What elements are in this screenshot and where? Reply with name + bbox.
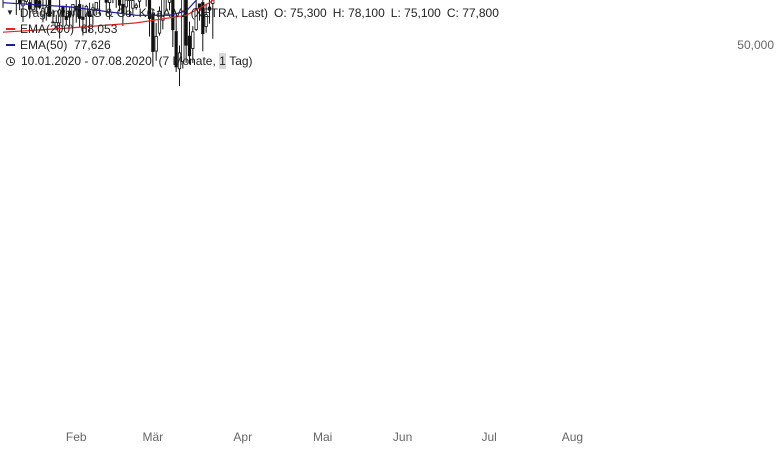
candle-up: [157, 11, 162, 34]
candle-up: [51, 21, 55, 24]
candle-down: [147, 0, 152, 19]
ema200-label: EMA(200): [20, 22, 75, 36]
candle-down: [151, 13, 155, 52]
candle-up: [71, 3, 75, 16]
x-tick-label: Apr: [233, 430, 252, 444]
candle-up: [167, 0, 172, 3]
candle-up: [124, 0, 128, 8]
ema200-value: 68,053: [80, 22, 118, 36]
x-tick-label: Aug: [562, 430, 583, 444]
candle-down: [64, 15, 68, 20]
close-value: 77,800: [462, 6, 499, 20]
x-tick-label: Mär: [143, 430, 164, 444]
chevron-down-icon[interactable]: ▼: [6, 8, 14, 17]
candle-down: [201, 2, 205, 35]
ema50-swatch: [6, 44, 15, 46]
x-tick-label: Mai: [313, 430, 332, 444]
date-range: 10.01.2020 - 07.08.2020: [21, 54, 152, 68]
instrument-title: Drägerwerk AG & Co. KGaA Vz (XETRA, Last…: [19, 6, 269, 20]
ema50-label: EMA(50): [20, 38, 68, 52]
close-label: C:: [446, 6, 459, 20]
open-value: 75,300: [290, 6, 327, 20]
ema50-value: 77,626: [74, 38, 111, 52]
range-suffix: Tag): [229, 54, 253, 68]
candle-up: [127, 0, 132, 1]
candle-up: [131, 0, 135, 9]
ema-line-ema200: [2, 0, 215, 33]
x-tick-label: Jun: [393, 430, 412, 444]
legend-title-row: ▼ Drägerwerk AG & Co. KGaA Vz (XETRA, La…: [6, 5, 499, 21]
high-value: 78,100: [348, 6, 385, 20]
candle-up: [44, 6, 48, 14]
candle-down: [81, 16, 85, 20]
legend-ema50-row[interactable]: EMA(50) 77,626: [6, 37, 499, 53]
candle-up: [134, 4, 138, 8]
ema-line-ema50: [2, 0, 198, 16]
range-prefix: (7 Monate,: [158, 54, 216, 68]
candle-down: [207, 6, 212, 11]
candle-down: [174, 31, 178, 68]
candle-up: [177, 52, 182, 70]
candle-down: [117, 0, 122, 6]
candle-down: [48, 0, 52, 17]
candle-up: [211, 0, 215, 4]
candle-up: [21, 0, 25, 7]
clock-icon: [6, 56, 15, 66]
low-value: 75,100: [404, 6, 441, 20]
candle-down: [77, 4, 82, 19]
candle-up: [41, 8, 45, 16]
x-tick-label: Feb: [66, 430, 87, 444]
x-tick-label: Jul: [482, 430, 497, 444]
candle-down: [87, 10, 92, 18]
y-tick-label: 50,000: [737, 38, 774, 52]
candle-up: [58, 9, 62, 24]
candle-down: [18, 0, 22, 4]
candle-up: [191, 31, 195, 49]
candle-up: [161, 0, 165, 21]
open-label: O:: [274, 6, 287, 20]
candle-up: [181, 0, 185, 62]
ema200-swatch: [6, 28, 15, 30]
low-label: L:: [390, 6, 401, 20]
candle-up: [154, 36, 158, 52]
candle-down: [38, 0, 42, 8]
high-label: H:: [332, 6, 345, 20]
legend-ema200-row[interactable]: EMA(200) 68,053: [6, 21, 499, 37]
candle-down: [28, 2, 32, 10]
candle-up: [137, 0, 142, 2]
range-count: 1: [219, 53, 226, 69]
legend-range-row: 10.01.2020 - 07.08.2020 (7 Monate, 1 Tag…: [6, 53, 499, 69]
candle-down: [104, 0, 108, 3]
candle-up: [194, 8, 198, 30]
candle-down: [34, 0, 38, 8]
candle-up: [54, 22, 58, 27]
candle-down: [184, 0, 188, 46]
candle-down: [68, 10, 72, 18]
candle-up: [204, 14, 208, 27]
candle-down: [187, 35, 192, 57]
candle-up: [84, 5, 88, 17]
candle-up: [94, 1, 98, 10]
candle-down: [121, 3, 125, 14]
candle-up: [24, 0, 28, 2]
candle-up: [107, 0, 112, 3]
chart-legend: ▼ Drägerwerk AG & Co. KGaA Vz (XETRA, La…: [6, 5, 499, 69]
